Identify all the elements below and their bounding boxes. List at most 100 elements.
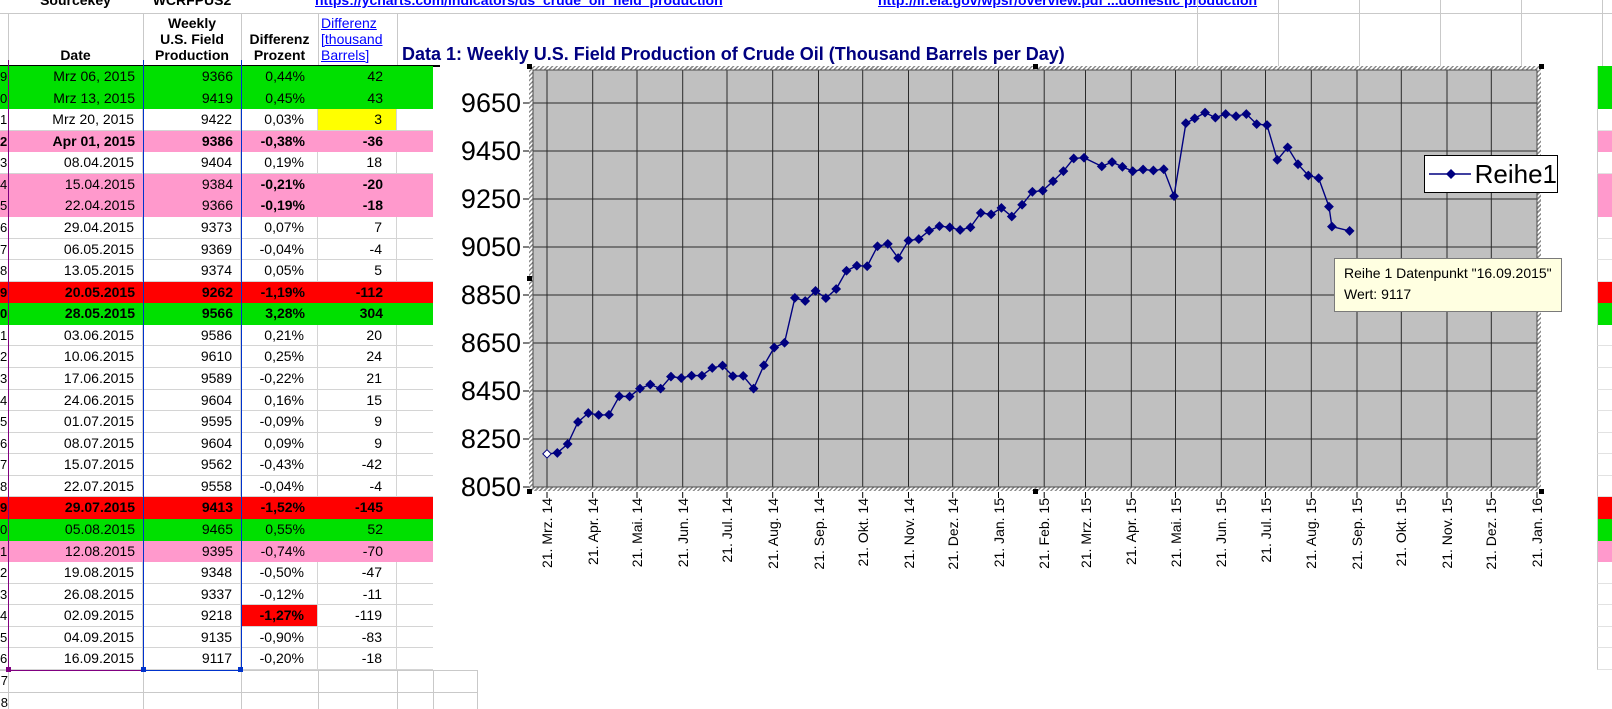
cell-diff-percent[interactable]: 0,07% <box>241 216 318 238</box>
cell-diff-barrels[interactable]: -42 <box>318 454 397 475</box>
cell-date[interactable]: Mrz 20, 2015 <box>8 109 143 130</box>
cell-production[interactable]: 9610 <box>143 346 241 367</box>
cell-diff-percent[interactable]: -0,43% <box>241 454 318 475</box>
row-color-strip-cell[interactable] <box>1597 411 1612 433</box>
selection-handle[interactable] <box>238 667 243 672</box>
cell-empty[interactable] <box>397 454 433 475</box>
row-number[interactable]: 9 <box>0 69 8 84</box>
cell-production[interactable]: 9262 <box>201 283 233 300</box>
col-header-date[interactable]: Date <box>60 47 91 63</box>
row-number[interactable]: 0 <box>0 90 8 106</box>
cell-diff-barrels[interactable]: 18 <box>318 152 397 173</box>
row-number[interactable]: 1 <box>0 543 8 559</box>
row-number[interactable]: 4 <box>0 176 8 192</box>
cell-production[interactable]: 9369 <box>143 238 241 260</box>
cell-production[interactable]: 9337 <box>143 583 241 605</box>
row-color-strip-cell[interactable] <box>1597 540 1612 563</box>
cell-date[interactable]: 17.06.2015 <box>8 367 143 389</box>
plot-resize-handle[interactable] <box>527 276 532 281</box>
plot-resize-handle[interactable] <box>1033 489 1038 494</box>
cell-production[interactable]: 9566 <box>201 305 233 322</box>
cell-production[interactable]: 9366 <box>201 197 233 214</box>
cell-diff-barrels[interactable]: -4 <box>318 475 397 497</box>
row-color-strip-cell[interactable] <box>1597 66 1612 88</box>
cell-empty[interactable] <box>397 260 433 281</box>
cell-diff-percent[interactable]: -0,38% <box>260 132 305 149</box>
row-number[interactable]: 3 <box>0 586 8 602</box>
cell-diff-percent[interactable]: -1,52% <box>260 499 305 516</box>
cell-diff-barrels[interactable]: -83 <box>318 626 397 648</box>
row-color-strip-cell[interactable] <box>1597 346 1612 368</box>
cell-diff-percent[interactable]: -0,74% <box>260 542 305 559</box>
selection-handle[interactable] <box>141 667 146 672</box>
cell-diff-barrels[interactable]: 52 <box>367 520 383 537</box>
row-color-strip-cell[interactable] <box>1597 454 1612 476</box>
row-number[interactable]: 4 <box>0 392 8 408</box>
cell-diff-percent[interactable]: 0,44% <box>265 68 305 84</box>
cell-production[interactable]: 9404 <box>143 152 241 173</box>
cell-diff-barrels[interactable]: 15 <box>318 389 397 411</box>
cell-production[interactable]: 9604 <box>143 389 241 411</box>
row-color-strip-cell[interactable] <box>1597 216 1612 239</box>
plot-resize-handle[interactable] <box>1539 64 1544 69</box>
cell-date[interactable]: 06.05.2015 <box>8 238 143 260</box>
cell-empty[interactable] <box>397 627 433 648</box>
row-number[interactable]: 6 <box>0 435 8 451</box>
row-number[interactable]: 2 <box>0 565 8 581</box>
cell-empty[interactable] <box>397 584 433 605</box>
cell-date[interactable]: 28.05.2015 <box>64 305 135 322</box>
cell-diff-percent[interactable]: 0,45% <box>265 89 305 106</box>
cell-empty[interactable] <box>397 541 433 563</box>
row-color-strip-cell[interactable] <box>1597 648 1612 670</box>
row-number[interactable]: 6 <box>0 219 8 235</box>
cell-production[interactable]: 9419 <box>201 89 233 106</box>
cell-diff-percent[interactable]: 0,25% <box>241 346 318 367</box>
cell-diff-barrels[interactable]: -47 <box>318 562 397 583</box>
row-number[interactable]: 3 <box>0 155 8 171</box>
cell-production[interactable]: 9465 <box>201 520 233 537</box>
cell-date[interactable]: 08.07.2015 <box>8 432 143 454</box>
cell-date[interactable]: 05.08.2015 <box>64 520 135 537</box>
row-number[interactable]: 5 <box>0 414 8 430</box>
row-color-strip-cell[interactable] <box>1597 238 1612 261</box>
row-color-strip-cell[interactable] <box>1597 475 1612 498</box>
row-color-strip-cell[interactable] <box>1597 324 1612 347</box>
cell-empty[interactable] <box>397 152 433 173</box>
cell-empty[interactable] <box>397 109 433 130</box>
row-color-strip-cell[interactable] <box>1597 518 1612 541</box>
row-number[interactable]: 8 <box>0 478 8 494</box>
row-number[interactable]: 7 <box>0 457 8 473</box>
row-number[interactable]: 2 <box>0 133 8 149</box>
row-color-strip-cell[interactable] <box>1597 260 1612 282</box>
row-number[interactable]: 9 <box>0 284 8 300</box>
row-number[interactable]: 0 <box>0 521 8 537</box>
cell-production[interactable]: 9558 <box>143 475 241 497</box>
row-color-strip-cell[interactable] <box>1597 367 1612 390</box>
cell-diff-barrels[interactable]: 9 <box>318 411 397 432</box>
cell-empty[interactable] <box>397 605 433 626</box>
cell-empty[interactable] <box>397 476 433 497</box>
cell-diff-percent[interactable]: 0,09% <box>241 432 318 454</box>
chart-legend[interactable]: Reihe1 <box>1424 155 1558 193</box>
cell-production[interactable]: 9604 <box>143 432 241 454</box>
cell-production[interactable]: 9413 <box>201 499 233 516</box>
row-number[interactable]: 8 <box>0 263 8 279</box>
cell-diff-barrels[interactable]: -20 <box>362 175 383 192</box>
cell-date[interactable]: 03.06.2015 <box>8 324 143 346</box>
cell-production[interactable]: 9135 <box>143 626 241 648</box>
col-header-pct[interactable]: Differenz Prozent <box>241 31 318 63</box>
embedded-chart[interactable]: 8050 8250 8450 8650 8850 9050 9250 9450 9650 21.… <box>433 64 1597 575</box>
cell-diff-barrels[interactable]: -18 <box>318 648 397 669</box>
cell-diff-percent[interactable]: -0,21% <box>260 175 305 192</box>
cell-empty[interactable] <box>397 131 433 153</box>
cell-diff-percent[interactable]: 0,55% <box>265 520 305 537</box>
cell-empty[interactable] <box>397 195 433 217</box>
cell-date[interactable]: 16.09.2015 <box>8 648 143 669</box>
row-color-strip-cell[interactable] <box>1597 605 1612 627</box>
cell-diff-percent[interactable]: -0,04% <box>241 475 318 497</box>
cell-empty[interactable] <box>397 88 433 110</box>
cell-date[interactable]: 01.07.2015 <box>8 411 143 432</box>
cell-production[interactable]: 9366 <box>201 68 233 84</box>
cell-empty[interactable] <box>397 239 433 260</box>
cell-diff-barrels[interactable]: -145 <box>354 499 383 516</box>
